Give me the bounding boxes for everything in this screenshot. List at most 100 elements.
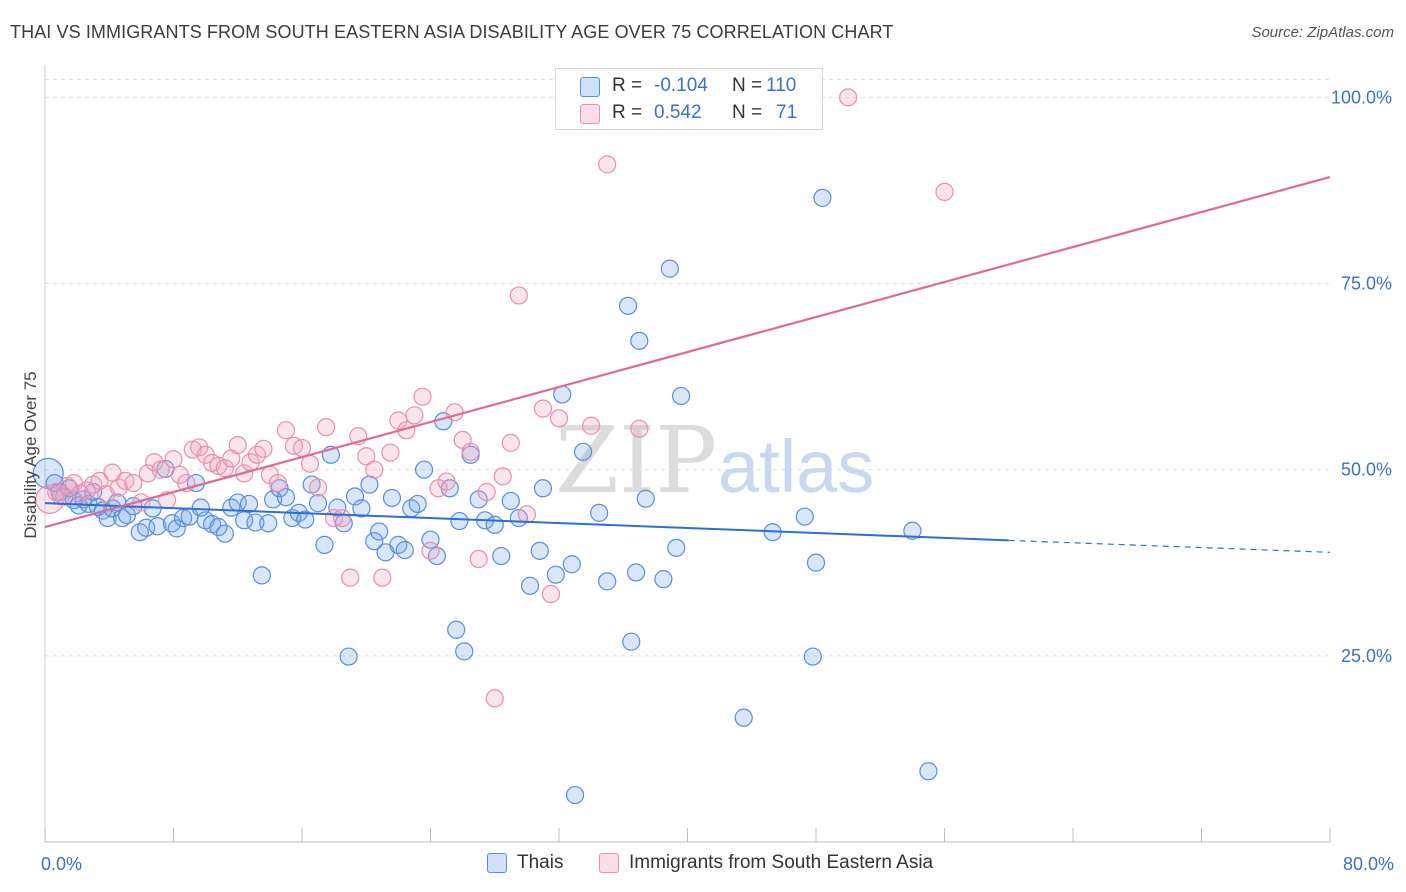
data-point-thais[interactable] (667, 538, 686, 557)
data-point-thais[interactable] (352, 499, 371, 518)
data-point-thais[interactable] (315, 535, 334, 554)
data-point-immigrants[interactable] (308, 478, 328, 497)
data-point-immigrants[interactable] (413, 387, 432, 406)
data-point-immigrants[interactable] (485, 689, 504, 708)
data-point-thais[interactable] (215, 524, 234, 543)
data-point-thais[interactable] (296, 510, 315, 529)
data-point-thais[interactable] (162, 514, 181, 533)
data-point-thais[interactable] (565, 785, 585, 805)
data-point-immigrants[interactable] (145, 453, 164, 472)
data-point-thais[interactable] (813, 188, 832, 207)
data-point-thais[interactable] (806, 553, 826, 572)
data-point-thais[interactable] (209, 517, 228, 537)
data-point-immigrants[interactable] (254, 439, 273, 458)
data-point-thais[interactable] (618, 296, 638, 315)
data-point-thais[interactable] (562, 555, 581, 574)
data-point-immigrants[interactable] (582, 416, 601, 435)
data-point-thais[interactable] (533, 479, 553, 498)
data-point-thais[interactable] (654, 570, 673, 589)
data-point-thais[interactable] (520, 576, 540, 595)
data-point-immigrants[interactable] (469, 549, 488, 569)
data-point-thais[interactable] (370, 522, 389, 541)
data-point-immigrants[interactable] (509, 286, 528, 305)
data-point-thais[interactable] (622, 632, 641, 651)
data-point-thais[interactable] (455, 642, 474, 661)
data-point-immigrants[interactable] (381, 443, 400, 462)
data-point-thais[interactable] (408, 494, 427, 514)
data-point-thais[interactable] (530, 541, 549, 560)
data-point-immigrants[interactable] (51, 487, 71, 506)
data-point-immigrants[interactable] (533, 399, 553, 418)
data-point-immigrants[interactable] (493, 467, 512, 486)
data-point-thais[interactable] (259, 514, 278, 533)
data-point-immigrants[interactable] (124, 473, 143, 493)
data-point-immigrants[interactable] (437, 472, 456, 491)
data-point-thais[interactable] (630, 331, 649, 350)
data-point-immigrants[interactable] (228, 435, 247, 455)
data-point-immigrants[interactable] (333, 508, 352, 528)
data-point-thais[interactable] (174, 508, 193, 528)
data-point-thais[interactable] (395, 540, 414, 560)
data-point-immigrants[interactable] (598, 155, 617, 174)
data-point-thais[interactable] (450, 511, 469, 531)
data-point-immigrants[interactable] (151, 460, 170, 479)
data-point-thais[interactable] (501, 491, 520, 511)
data-point-thais[interactable] (546, 565, 565, 584)
data-point-immigrants[interactable] (461, 442, 480, 461)
data-point-thais[interactable] (590, 503, 609, 522)
data-point-immigrants[interactable] (268, 473, 288, 493)
data-point-thais[interactable] (239, 494, 259, 514)
data-point-thais[interactable] (573, 442, 593, 461)
data-point-immigrants[interactable] (109, 478, 128, 497)
data-point-immigrants[interactable] (517, 505, 536, 524)
data-point-immigrants[interactable] (215, 459, 234, 478)
data-point-thais[interactable] (148, 517, 167, 536)
data-point-thais[interactable] (112, 508, 132, 528)
data-point-immigrants[interactable] (445, 403, 464, 422)
data-point-thais[interactable] (485, 515, 504, 534)
data-point-thais[interactable] (328, 498, 347, 517)
legend-item-immigrants[interactable]: Immigrants from South Eastern Asia (599, 852, 933, 874)
data-point-thais[interactable] (803, 647, 822, 666)
data-point-immigrants[interactable] (421, 541, 440, 560)
data-point-immigrants[interactable] (405, 406, 424, 425)
data-point-immigrants[interactable] (276, 421, 296, 440)
data-point-thais[interactable] (167, 519, 186, 538)
data-point-immigrants[interactable] (501, 433, 520, 452)
data-point-immigrants[interactable] (164, 450, 183, 469)
data-point-thais[interactable] (246, 513, 265, 532)
legend-item-thais[interactable]: Thais (487, 852, 563, 874)
data-point-thais[interactable] (308, 494, 328, 513)
data-point-thais[interactable] (734, 708, 753, 727)
data-point-immigrants[interactable] (365, 460, 384, 479)
data-point-immigrants[interactable] (541, 584, 561, 604)
data-point-thais[interactable] (795, 507, 814, 526)
data-point-immigrants[interactable] (300, 454, 320, 473)
data-point-thais[interactable] (671, 386, 691, 406)
data-point-immigrants[interactable] (935, 182, 954, 202)
data-point-thais[interactable] (598, 572, 617, 591)
data-point-thais[interactable] (382, 488, 402, 508)
data-point-thais[interactable] (626, 563, 646, 582)
data-point-thais[interactable] (636, 489, 655, 508)
data-point-immigrants[interactable] (292, 438, 312, 458)
data-point-thais[interactable] (339, 647, 358, 666)
data-point-thais[interactable] (447, 620, 466, 639)
data-point-thais[interactable] (252, 566, 271, 585)
data-point-immigrants[interactable] (316, 418, 336, 437)
data-point-immigrants[interactable] (477, 482, 496, 502)
data-point-immigrants[interactable] (341, 568, 360, 587)
data-point-thais[interactable] (365, 532, 384, 551)
data-point-thais[interactable] (276, 488, 296, 507)
data-point-immigrants[interactable] (373, 568, 392, 587)
data-point-thais[interactable] (492, 546, 511, 566)
data-point-thais[interactable] (414, 460, 434, 479)
data-point-thais[interactable] (660, 259, 679, 278)
data-point-immigrants[interactable] (190, 438, 209, 457)
data-point-immigrants[interactable] (357, 447, 376, 466)
data-point-thais[interactable] (903, 521, 922, 540)
data-point-immigrants[interactable] (839, 88, 858, 107)
data-point-immigrants[interactable] (630, 419, 649, 438)
data-point-immigrants[interactable] (35, 484, 65, 515)
data-point-immigrants[interactable] (549, 409, 569, 428)
